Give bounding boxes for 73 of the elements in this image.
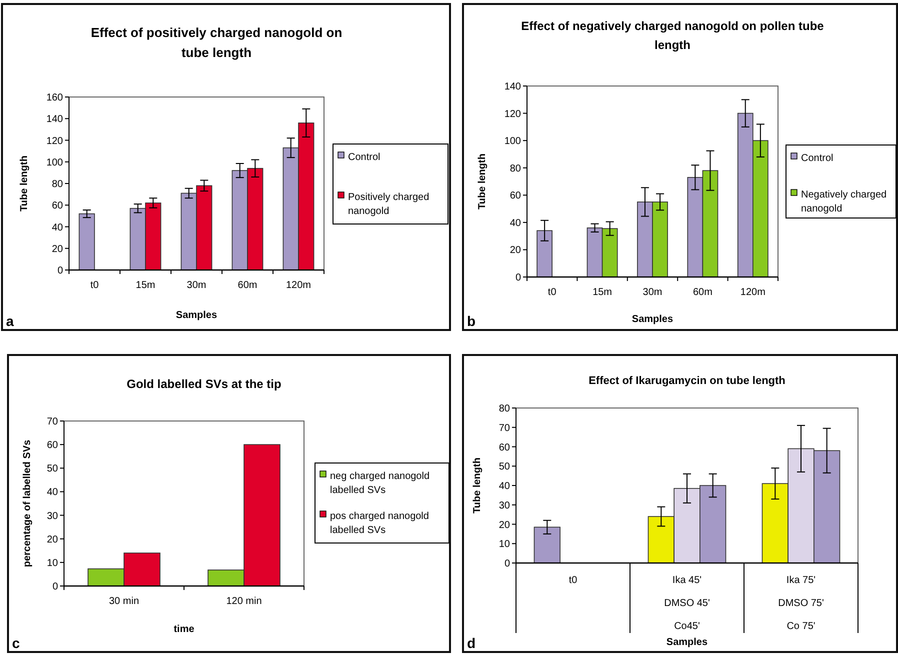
bar [78,213,95,270]
x-tick-label: t0 [90,280,100,291]
text: c [12,635,20,651]
y-tick-label: 40 [510,218,522,229]
x-axis-title: Samples [632,314,674,325]
x-tick-label: 60m [238,280,258,291]
y-tick-label: 100 [504,136,522,148]
y-tick-label: 80 [52,179,64,190]
legend-label: Control [801,153,834,164]
text: d [467,635,476,651]
x-tick-label: t0 [568,575,578,586]
y-tick-label: 40 [498,481,510,492]
y-tick-label: 10 [46,558,58,569]
chart-title: Effect of Ikarugamycin on tube length [588,375,786,387]
y-tick-label: 20 [498,520,510,531]
y-tick-label: 10 [498,539,510,550]
y-tick-label: 120 [46,136,64,147]
y-tick-label: 20 [52,244,64,255]
x-tick-label: 120 min [226,596,262,607]
y-tick-label: 70 [46,416,58,428]
x-axis-title: time [174,624,195,635]
y-tick-label: 30 [498,500,510,512]
text: b [467,313,476,329]
y-tick-label: 120 [504,108,522,120]
bar [536,230,552,278]
y-tick-label: 140 [504,82,522,92]
y-tick-label: 40 [52,222,64,234]
y-tick-label: 60 [46,440,58,452]
y-tick-label: 160 [46,92,64,104]
y-tick-label: 50 [498,462,510,473]
x-tick-label: 15m [136,280,156,291]
y-tick-label: 50 [46,464,58,475]
category-label: Ika 45' DMSO 45' Co45' [664,575,710,632]
y-tick-label: 140 [46,114,64,126]
y-tick-label: 40 [46,487,58,498]
x-axis-title: Samples [176,310,218,321]
x-tick-label: 30m [642,287,662,298]
legend-label: pos charged nanogold labelled SVs [330,511,429,536]
y-tick-label: 0 [504,558,510,570]
y-tick-label: 0 [57,266,64,276]
x-tick-label: 30 min [108,596,140,607]
chart-title: Effect of negatively charged nanogold on pollen tube length [521,19,824,52]
x-tick-label: 120m [740,287,766,298]
y-tick-label: 60 [498,442,510,454]
x-tick-label: t0 [548,287,557,298]
chart-title: Gold labelled SVs at the tip [126,377,282,391]
y-axis-title: Tube length [19,156,30,212]
y-tick-label: 0 [515,272,522,284]
y-tick-label: 70 [498,422,510,434]
chart-title: Effect of positively charged nanogold on tube length [90,25,342,60]
y-tick-label: 20 [46,534,58,546]
y-axis-title: Tube length [472,458,483,514]
y-axis-title: percentage of labelled SVs [22,439,33,568]
y-tick-label: 60 [52,200,64,212]
x-tick-label: 120m [286,280,312,291]
legend-label: Control [348,152,380,163]
legend-label: Positively charged nanogold [348,192,430,217]
x-tick-label: 30m [186,280,206,291]
x-tick-label: 15m [592,287,612,298]
y-axis-title: Tube length [477,154,488,210]
y-tick-label: 20 [510,245,522,256]
y-tick-label: 100 [46,157,64,168]
x-axis-title: Samples [666,637,708,648]
legend-label: neg charged nanogold labelled SVs [330,471,430,496]
y-tick-label: 80 [498,404,510,414]
y-tick-label: 0 [52,582,58,592]
legend-label: Negatively charged nanogold [801,190,887,214]
text: a [6,313,14,329]
category-label: Ika 75' DMSO 75' Co 75' [778,575,824,632]
x-tick-label: 60m [692,287,712,298]
y-tick-label: 60 [510,190,522,202]
y-tick-label: 30 [46,510,58,522]
y-tick-label: 80 [510,163,522,174]
